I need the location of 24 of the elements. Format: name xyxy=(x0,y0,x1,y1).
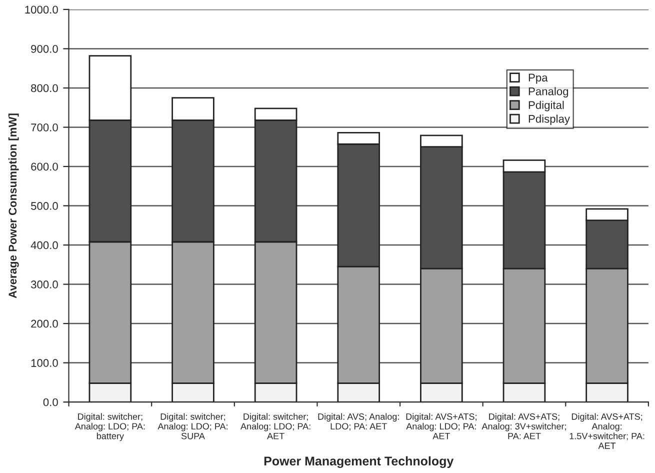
x-tick-label: Digital: switcher; Analog: LDO; PA: AET xyxy=(240,413,310,440)
y-tick-label: 1000.0 xyxy=(25,6,58,14)
y-tick-label: 100.0 xyxy=(31,359,58,367)
x-tick-label: Digital: AVS+ATS; Analog: 1.5V+switcher; PA: AET xyxy=(570,413,644,449)
legend-label: Pdigital xyxy=(528,100,564,112)
y-tick-label: 700.0 xyxy=(31,124,58,132)
x-tick-label: Digital: switcher; Analog: LDO; PA: battery xyxy=(74,413,145,442)
y-tick-label: 600.0 xyxy=(31,162,58,171)
legend-label: Pdisplay xyxy=(528,114,570,125)
x-tick-label: Digital: switcher; Analog: LDO; PA: SUPA xyxy=(158,413,228,440)
y-tick-label: 800.0 xyxy=(31,84,58,92)
x-tick-label: Digital: AVS+ATS; Analog: LDO; PA: AET xyxy=(406,413,476,440)
y-tick-label: 400.0 xyxy=(30,241,58,250)
legend-label: Ppa xyxy=(528,74,548,84)
y-tick-label: 300.0 xyxy=(30,280,58,288)
x-axis-title: Power Management Technology xyxy=(264,456,454,468)
legend-label: Panalog xyxy=(528,87,568,98)
y-tick-label: 900.0 xyxy=(31,44,58,53)
x-tick-label: Digital: AVS; Analog: LDO; PA: AET xyxy=(318,413,399,431)
y-axis-title: Average Power Consumption [mW] xyxy=(8,114,19,298)
y-tick-label: 0.0 xyxy=(43,398,58,406)
y-tick-label: 500.0 xyxy=(31,202,58,210)
y-tick-label: 200.0 xyxy=(31,320,58,328)
x-tick-label: Digital: AVS+ATS; Analog: 3V+switcher; PA: AET xyxy=(482,413,566,440)
